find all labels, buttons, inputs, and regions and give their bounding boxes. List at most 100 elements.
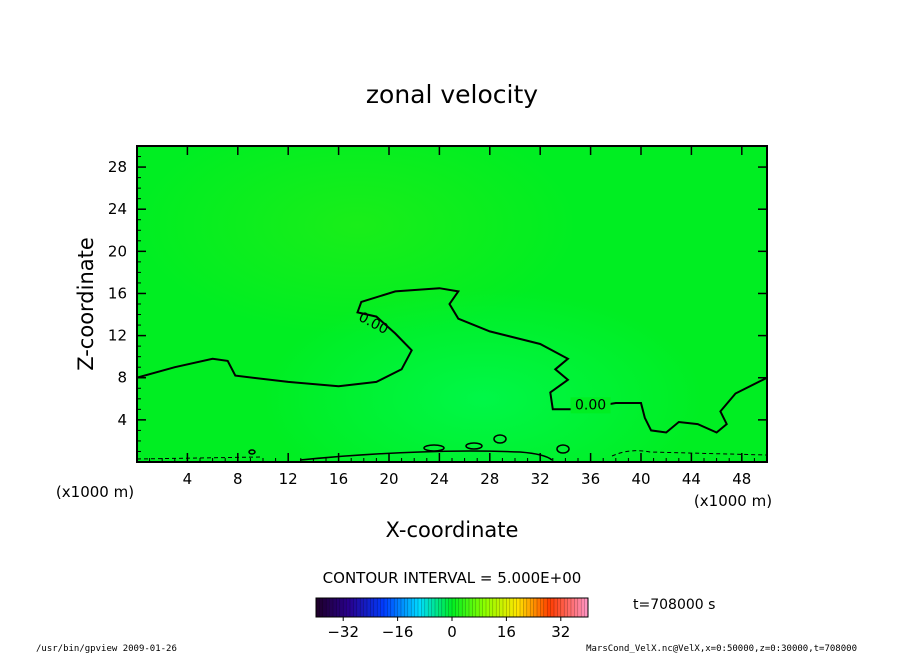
colorbar-cell	[329, 598, 334, 617]
x-tick-label: 44	[682, 470, 701, 488]
colorbar-cell	[438, 598, 443, 617]
x-tick-label: 24	[430, 470, 449, 488]
colorbar-cell	[475, 598, 480, 617]
colorbar-cell	[316, 598, 320, 617]
x-tick-label: 36	[581, 470, 600, 488]
colorbar-cell	[424, 598, 429, 617]
colorbar-cell	[445, 598, 449, 617]
y-tick-label: 24	[108, 200, 127, 218]
colorbar-cell	[567, 598, 572, 617]
colorbar-cell	[469, 598, 473, 617]
x-tick-label: 4	[183, 470, 193, 488]
x-tick-label: 12	[279, 470, 298, 488]
colorbar-cell	[407, 598, 412, 617]
contour-label-bg	[570, 397, 611, 414]
x-tick-label: 32	[531, 470, 550, 488]
x-tick-label: 48	[732, 470, 751, 488]
contour-interval-label: CONTOUR INTERVAL = 5.000E+00	[323, 569, 582, 587]
y-tick-label: 28	[108, 158, 127, 176]
x-unit-label: (x1000 m)	[694, 492, 772, 510]
colorbar-cell	[404, 598, 409, 617]
colorbar-cell	[574, 598, 579, 617]
z-unit-label: (x1000 m)	[56, 483, 134, 501]
x-tick-label: 28	[480, 470, 499, 488]
colorbar-cell	[499, 598, 504, 617]
colorbar-cell	[560, 598, 565, 617]
footer-right: MarsCond_VelX.nc@VelX,x=0:50000,z=0:3000…	[586, 644, 857, 654]
colorbar-cell	[547, 598, 551, 617]
colorbar-cell	[543, 598, 548, 617]
colorbar-cell	[472, 598, 477, 617]
colorbar-ticks: −32 −16 0 16 32	[327, 617, 570, 641]
colorbar-cell	[441, 598, 446, 617]
colorbar-cell	[540, 598, 545, 617]
colorbar-cell	[550, 598, 555, 617]
colorbar-cell	[360, 598, 364, 617]
colorbar-cell	[387, 598, 392, 617]
colorbar	[315, 598, 589, 617]
contour-label: 0.00	[575, 397, 606, 413]
colorbar-cell	[333, 598, 337, 617]
colorbar-cell	[584, 598, 589, 617]
y-tick-label: 12	[108, 327, 127, 345]
small-contours	[248, 434, 570, 461]
heatmap-tint-high	[137, 146, 767, 462]
y-axis: 4 8 12 16 20 24 28	[108, 156, 767, 452]
colorbar-cell	[326, 598, 330, 617]
colorbar-cell	[370, 598, 375, 617]
colorbar-cell	[363, 598, 368, 617]
colorbar-cell	[356, 598, 361, 617]
colorbar-cell	[513, 598, 517, 617]
colorbar-cell	[530, 598, 534, 617]
y-tick-label: 4	[117, 411, 127, 429]
colorbar-cell	[343, 598, 347, 617]
x-axis-label: X-coordinate	[386, 518, 519, 542]
x-tick-label: 16	[329, 470, 348, 488]
colorbar-cell	[377, 598, 381, 617]
colorbar-tick-label: 0	[447, 623, 457, 641]
colorbar-cell	[492, 598, 497, 617]
colorbar-cell	[421, 598, 426, 617]
x-axis: 4 8 12 16 20 24 28 32 36 40 44 48	[149, 146, 755, 488]
colorbar-cell	[577, 598, 582, 617]
colorbar-cell	[455, 598, 460, 617]
colorbar-cell	[533, 598, 538, 617]
colorbar-cell	[401, 598, 405, 617]
colorbar-cell	[482, 598, 487, 617]
colorbar-cell	[557, 598, 562, 617]
colorbar-cell	[448, 598, 453, 617]
colorbar-cell	[523, 598, 528, 617]
colorbar-cell	[384, 598, 388, 617]
footer-left: /usr/bin/gpview 2009-01-26	[36, 644, 177, 654]
colorbar-cell	[509, 598, 514, 617]
colorbar-cell	[452, 598, 456, 617]
colorbar-cell	[414, 598, 419, 617]
colorbar-cell	[397, 598, 402, 617]
colorbar-tick-label: −16	[382, 623, 414, 641]
colorbar-tick-label: 16	[497, 623, 516, 641]
colorbar-cell	[479, 598, 483, 617]
colorbar-cell	[418, 598, 422, 617]
colorbar-cell	[394, 598, 398, 617]
colorbar-cell	[431, 598, 436, 617]
colorbar-cell	[496, 598, 500, 617]
zero-contour-line	[137, 287, 767, 434]
plot-area	[137, 146, 767, 462]
y-tick-label: 20	[108, 242, 127, 260]
colorbar-tick-label: −32	[327, 623, 359, 641]
colorbar-cell	[319, 598, 324, 617]
colorbar-cell	[435, 598, 439, 617]
colorbar-cell	[380, 598, 385, 617]
colorbar-cell	[373, 598, 378, 617]
colorbar-cell	[503, 598, 507, 617]
chart-title: zonal velocity	[366, 80, 538, 109]
y-tick-label: 16	[108, 284, 127, 302]
colorbar-cell	[458, 598, 463, 617]
colorbar-cell	[489, 598, 494, 617]
y-axis-label: Z-coordinate	[74, 237, 98, 371]
colorbar-cell	[350, 598, 354, 617]
colorbar-cell	[367, 598, 371, 617]
x-tick-label: 20	[379, 470, 398, 488]
colorbar-cell	[339, 598, 344, 617]
